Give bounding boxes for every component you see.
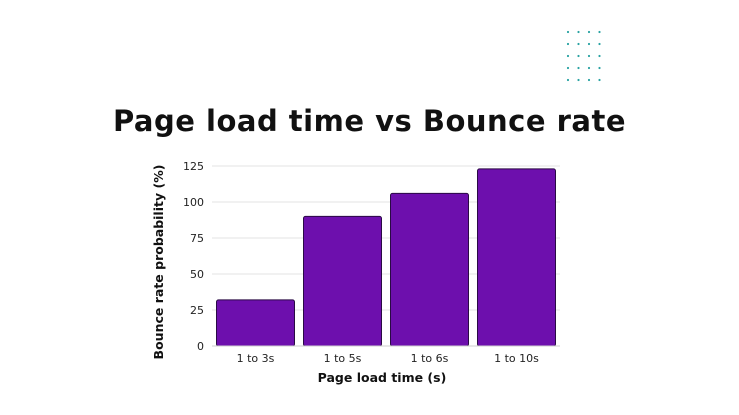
- decorative-dot: [587, 42, 591, 46]
- decorative-dot: [598, 66, 601, 70]
- decorative-dot: [577, 78, 580, 82]
- decorative-dot: [598, 54, 601, 58]
- decorative-dot: [587, 30, 591, 34]
- y-axis-title: Bounce rate probability (%): [151, 165, 166, 360]
- decorative-dot: [598, 42, 601, 46]
- decorative-dot: [566, 66, 570, 70]
- decorative-dot: [566, 54, 570, 58]
- x-tick-label: 1 to 10s: [494, 352, 539, 365]
- y-tick-label: 0: [197, 340, 204, 353]
- y-tick-label: 100: [183, 196, 204, 209]
- y-tick-label: 50: [190, 268, 204, 281]
- decorative-dot: [587, 54, 591, 58]
- decorative-dot: [587, 78, 591, 82]
- decorative-dot: [566, 78, 570, 82]
- decorative-dot: [577, 54, 580, 58]
- decorative-dot: [577, 42, 580, 46]
- decorative-dot: [566, 42, 570, 46]
- chart-title: Page load time vs Bounce rate: [112, 104, 627, 138]
- decorative-dot: [577, 66, 580, 70]
- x-tick-label: 1 to 3s: [237, 352, 275, 365]
- decorative-dot: [598, 30, 601, 34]
- y-tick-label: 75: [190, 232, 204, 245]
- x-tick-label: 1 to 6s: [411, 352, 449, 365]
- decorative-dot: [566, 30, 570, 34]
- x-axis-title: Page load time (s): [318, 370, 447, 385]
- decorative-dot-grid: [566, 30, 601, 82]
- bar: [477, 168, 556, 347]
- x-tick-label: 1 to 5s: [324, 352, 362, 365]
- bar: [216, 299, 295, 347]
- decorative-dot: [587, 66, 591, 70]
- bar: [303, 215, 382, 347]
- y-tick-label: 125: [183, 160, 204, 173]
- decorative-dot: [577, 30, 580, 34]
- decorative-dot: [598, 78, 601, 82]
- bar: [390, 192, 469, 347]
- y-tick-label: 25: [190, 304, 204, 317]
